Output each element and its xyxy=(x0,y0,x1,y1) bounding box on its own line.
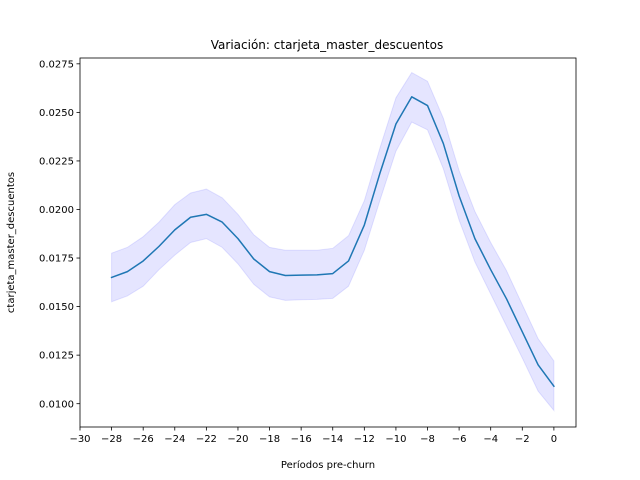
y-tick-label: 0.0150 xyxy=(39,302,74,313)
y-axis: 0.0100 0.0125 0.0150 0.0175 0.0200 0.0225 0.02… xyxy=(39,59,80,410)
x-axis: −30 −28 −26 −24 −22 −20 −18 −16 −14 −12 −10 −8 −6 −4−… xyxy=(69,427,557,445)
series-line xyxy=(110,96,555,388)
x-tick-label: −18 xyxy=(259,434,280,445)
x-tick-label: 0 xyxy=(551,434,557,445)
x-tick-label: −28 xyxy=(101,434,122,445)
plot-area xyxy=(110,71,555,412)
x-tick-label: −10 xyxy=(385,434,406,445)
axes-frame xyxy=(79,57,577,428)
chart-title: Variación: ctarjeta_master_descuentos xyxy=(211,38,443,52)
x-tick-label: −6 xyxy=(452,434,467,445)
x-tick-label: −30 xyxy=(69,434,90,445)
y-tick-label: 0.0175 xyxy=(39,254,74,265)
y-tick-label: 0.0200 xyxy=(39,205,74,216)
x-tick-label: −20 xyxy=(227,434,248,445)
x-tick-label: −16 xyxy=(291,434,312,445)
confidence-band xyxy=(111,71,555,412)
x-tick-label: −4 xyxy=(483,434,498,445)
y-axis-label: ctarjeta_master_descuentos xyxy=(6,172,17,313)
x-tick-label: −24 xyxy=(164,434,185,445)
y-tick-label: 0.0225 xyxy=(39,157,74,168)
x-tick-label: −8 xyxy=(420,434,435,445)
y-tick-label: 0.0275 xyxy=(39,59,74,70)
y-tick-label: 0.0250 xyxy=(39,108,74,119)
y-tick-label: 0.0125 xyxy=(39,351,74,362)
x-tick-label: −2 xyxy=(515,434,530,445)
x-tick-label: −22 xyxy=(196,434,217,445)
x-axis-label: Períodos pre-churn xyxy=(281,459,375,471)
y-tick-label: 0.0100 xyxy=(39,399,74,410)
x-tick-label: −14 xyxy=(322,434,343,445)
x-tick-label: −26 xyxy=(133,434,154,445)
x-tick-label: −12 xyxy=(354,434,375,445)
